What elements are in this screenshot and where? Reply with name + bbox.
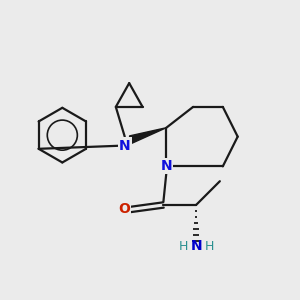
Text: N: N <box>191 239 203 253</box>
Text: H: H <box>179 239 188 253</box>
Text: H: H <box>205 239 214 253</box>
Text: O: O <box>118 202 130 216</box>
Text: N: N <box>160 159 172 173</box>
Polygon shape <box>130 128 166 143</box>
Text: N: N <box>119 139 130 152</box>
